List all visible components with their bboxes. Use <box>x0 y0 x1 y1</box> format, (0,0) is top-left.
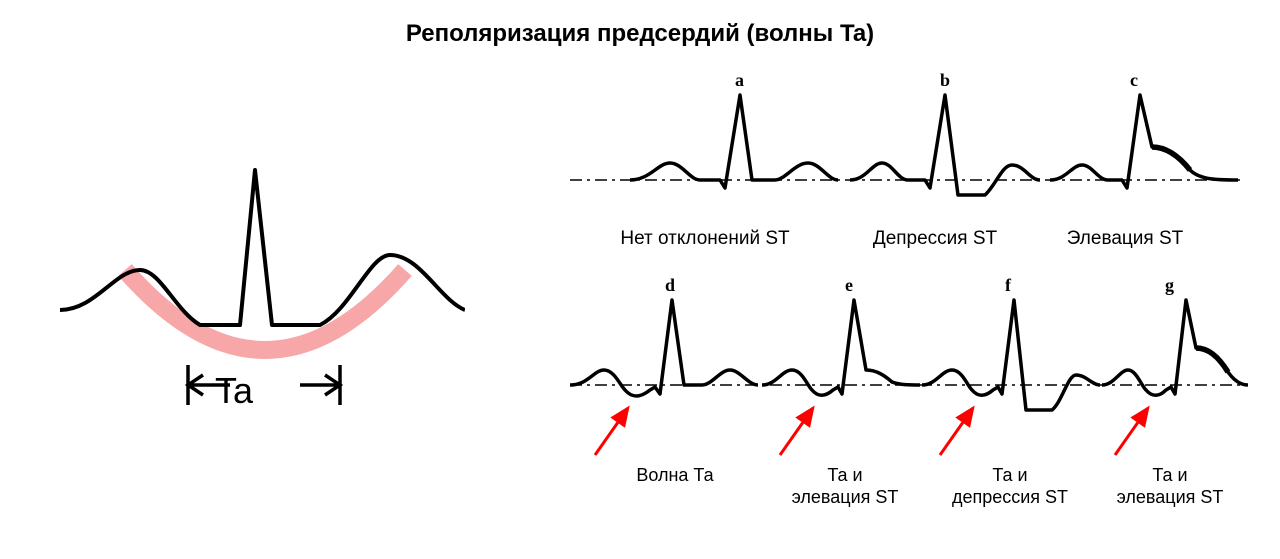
arrow-g <box>1115 408 1148 455</box>
left-ecg-svg <box>60 140 465 440</box>
caption-f: Та и депрессия ST <box>940 465 1080 508</box>
caption-d: Волна Та <box>610 465 740 487</box>
beat-g <box>1102 300 1248 395</box>
beat-f <box>922 300 1100 410</box>
caption-a: Нет отклонений ST <box>600 228 810 250</box>
ta-label: Ta <box>215 370 253 412</box>
left-ecg-diagram: Ta <box>60 140 465 440</box>
row2-svg <box>570 290 1250 460</box>
caption-c: Элевация ST <box>1040 228 1210 250</box>
ta-label-text: Ta <box>215 370 253 411</box>
right-ecg-grid: a b c Нет отклонений ST Депрессия ST Эле… <box>570 70 1250 530</box>
caption-e-l1: Та и <box>827 465 862 485</box>
ta-bracket <box>188 365 340 405</box>
page-title: Реполяризация предсердий (волны Ta) <box>0 20 1280 48</box>
left-ecg-trace <box>60 170 465 325</box>
caption-b: Депрессия ST <box>850 228 1020 250</box>
caption-f-l2: депрессия ST <box>952 487 1068 507</box>
ta-highlight-arc <box>125 270 405 350</box>
caption-d-l1: Волна Та <box>636 465 713 485</box>
caption-g-l2: элевация ST <box>1117 487 1224 507</box>
caption-e-l2: элевация ST <box>792 487 899 507</box>
caption-f-l1: Та и <box>992 465 1027 485</box>
caption-e: Та и элевация ST <box>775 465 915 508</box>
row1-svg <box>570 85 1250 225</box>
arrow-f <box>940 408 973 455</box>
ta-arrows <box>595 408 1148 455</box>
beat-e <box>762 300 920 395</box>
caption-g: Та и элевация ST <box>1100 465 1240 508</box>
arrow-d <box>595 408 628 455</box>
beat-a <box>630 95 838 188</box>
beat-c <box>1050 95 1238 188</box>
arrow-e <box>780 408 813 455</box>
caption-g-l1: Та и <box>1152 465 1187 485</box>
beat-d <box>570 300 758 396</box>
